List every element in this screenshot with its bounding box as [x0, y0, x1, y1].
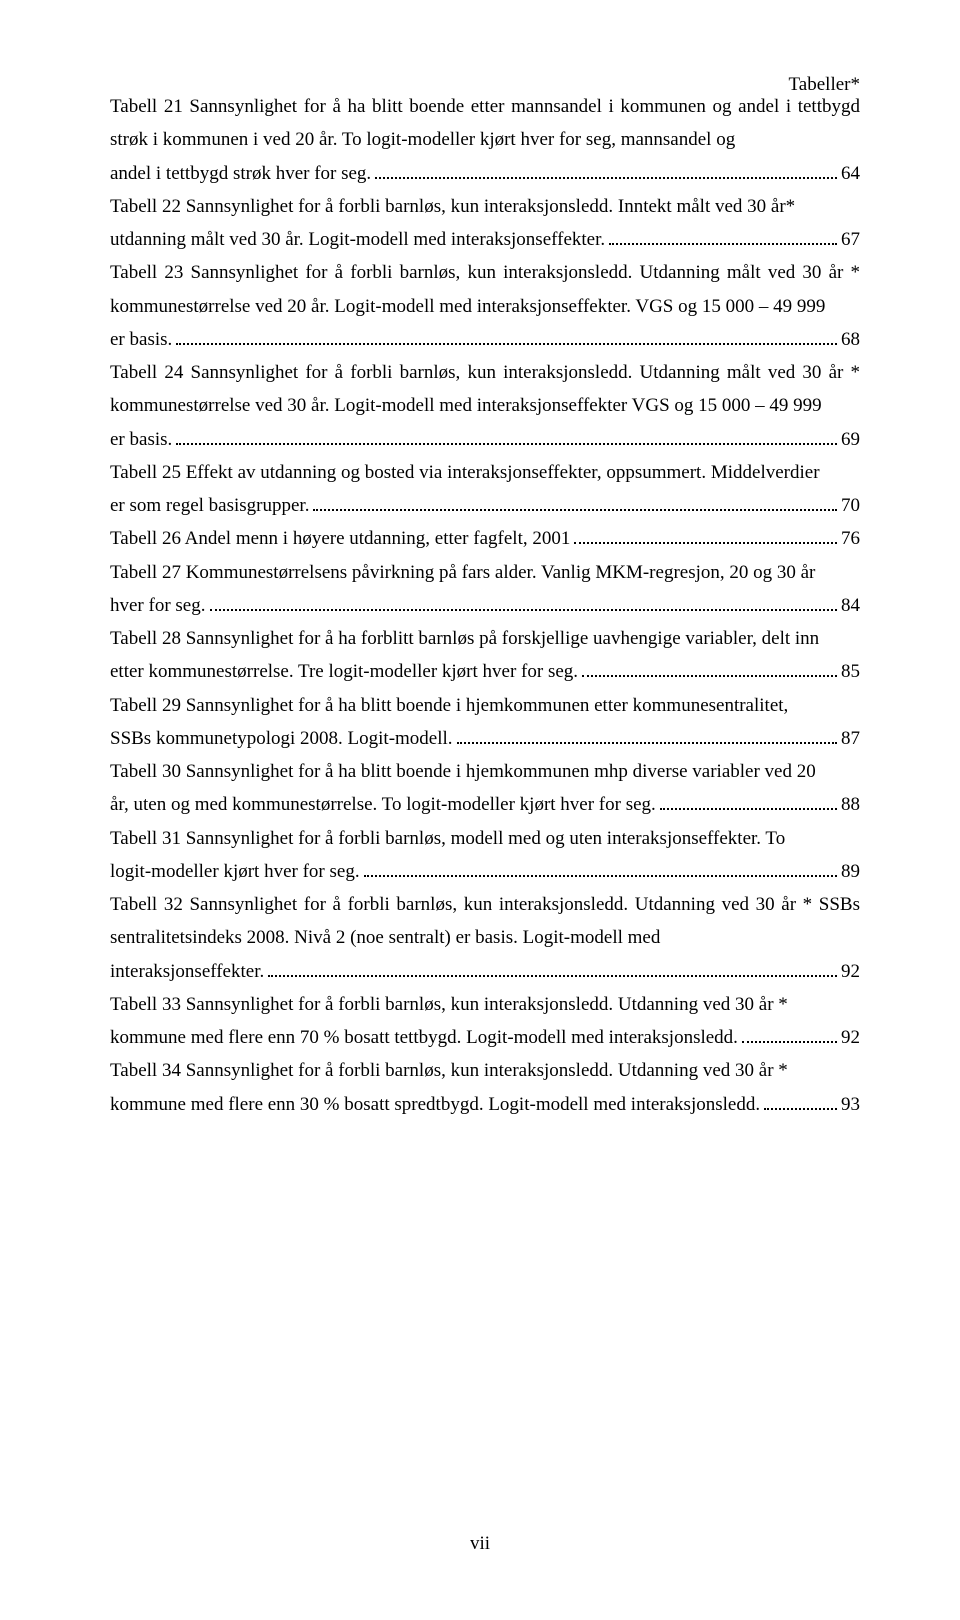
toc-entry-text: Tabell 27 Kommunestørrelsens påvirkning …	[110, 556, 860, 589]
toc-entry: Tabell 34 Sannsynlighet for å forbli bar…	[110, 1054, 860, 1121]
toc-entry-tail: interaksjonseffekter.	[110, 955, 264, 988]
toc-entry-tail: Tabell 26 Andel menn i høyere utdanning,…	[110, 522, 570, 555]
toc-leader-dots	[375, 161, 837, 178]
toc-entry-page: 85	[841, 655, 860, 688]
toc-entry-text: Tabell 28 Sannsynlighet for å ha forblit…	[110, 622, 860, 655]
toc-entry: Tabell 29 Sannsynlighet for å ha blitt b…	[110, 689, 860, 756]
toc-entry-text: Tabell 32 Sannsynlighet for å forbli bar…	[110, 888, 860, 955]
toc-entry-page: 68	[841, 323, 860, 356]
toc-entry: Tabell 28 Sannsynlighet for å ha forblit…	[110, 622, 860, 689]
toc-entry-lastline: utdanning målt ved 30 år. Logit-modell m…	[110, 223, 860, 256]
toc-leader-dots	[364, 860, 837, 877]
toc-entry-page: 64	[841, 157, 860, 190]
toc-leader-dots	[574, 527, 837, 544]
toc-entry-page: 93	[841, 1088, 860, 1121]
toc-entry-lastline: kommune med flere enn 30 % bosatt spredt…	[110, 1088, 860, 1121]
toc-entry-text: Tabell 30 Sannsynlighet for å ha blitt b…	[110, 755, 860, 788]
toc-entry: Tabell 30 Sannsynlighet for å ha blitt b…	[110, 755, 860, 822]
page: Tabeller* Tabell 21 Sannsynlighet for å …	[0, 0, 960, 1620]
toc-entry-text: Tabell 23 Sannsynlighet for å forbli bar…	[110, 256, 860, 323]
toc-entry-tail: SSBs kommunetypologi 2008. Logit-modell.	[110, 722, 453, 755]
toc-entry-text: Tabell 33 Sannsynlighet for å forbli bar…	[110, 988, 860, 1021]
toc-entry: Tabell 32 Sannsynlighet for å forbli bar…	[110, 888, 860, 988]
toc-entry-lastline: hver for seg. 84	[110, 589, 860, 622]
toc-entry-tail: hver for seg.	[110, 589, 206, 622]
toc-entry-tail: etter kommunestørrelse. Tre logit-modell…	[110, 655, 578, 688]
toc-entry-page: 89	[841, 855, 860, 888]
toc-entry-tail: er basis.	[110, 423, 172, 456]
toc-entry: Tabell 33 Sannsynlighet for å forbli bar…	[110, 988, 860, 1055]
toc-entry-text: Tabell 21 Sannsynlighet for å ha blitt b…	[110, 90, 860, 157]
toc-leader-dots	[313, 494, 837, 511]
toc-entry: Tabell 22 Sannsynlighet for å forbli bar…	[110, 190, 860, 257]
toc-entry-text: Tabell 29 Sannsynlighet for å ha blitt b…	[110, 689, 860, 722]
toc-entry-page: 69	[841, 423, 860, 456]
toc-entry-text: Tabell 22 Sannsynlighet for å forbli bar…	[110, 190, 860, 223]
toc-entry-lastline: kommune med flere enn 70 % bosatt tettby…	[110, 1021, 860, 1054]
toc-entry-lastline: er basis. 68	[110, 323, 860, 356]
toc-entry: Tabell 21 Sannsynlighet for å ha blitt b…	[110, 90, 860, 190]
table-of-contents: Tabell 21 Sannsynlighet for å ha blitt b…	[110, 90, 860, 1121]
toc-entry-page: 88	[841, 788, 860, 821]
toc-entry-page: 70	[841, 489, 860, 522]
toc-entry-text: Tabell 25 Effekt av utdanning og bosted …	[110, 456, 860, 489]
toc-leader-dots	[582, 660, 837, 677]
toc-entry-lastline: Tabell 26 Andel menn i høyere utdanning,…	[110, 522, 860, 555]
toc-entry-tail: kommune med flere enn 30 % bosatt spredt…	[110, 1088, 760, 1121]
page-number: vii	[0, 1527, 960, 1560]
toc-entry-tail: er som regel basisgrupper.	[110, 489, 309, 522]
toc-entry-text: Tabell 24 Sannsynlighet for å forbli bar…	[110, 356, 860, 423]
toc-entry: Tabell 27 Kommunestørrelsens påvirkning …	[110, 556, 860, 623]
toc-entry-tail: år, uten og med kommunestørrelse. To log…	[110, 788, 656, 821]
header-right: Tabeller*	[789, 68, 860, 101]
toc-entry-page: 76	[841, 522, 860, 555]
toc-entry-lastline: år, uten og med kommunestørrelse. To log…	[110, 788, 860, 821]
toc-entry: Tabell 24 Sannsynlighet for å forbli bar…	[110, 356, 860, 456]
toc-entry: Tabell 31 Sannsynlighet for å forbli bar…	[110, 822, 860, 889]
toc-entry-page: 84	[841, 589, 860, 622]
toc-entry-lastline: logit-modeller kjørt hver for seg. 89	[110, 855, 860, 888]
toc-leader-dots	[457, 727, 837, 744]
toc-entry: Tabell 26 Andel menn i høyere utdanning,…	[110, 522, 860, 555]
toc-entry-lastline: etter kommunestørrelse. Tre logit-modell…	[110, 655, 860, 688]
toc-entry: Tabell 25 Effekt av utdanning og bosted …	[110, 456, 860, 523]
toc-entry-tail: utdanning målt ved 30 år. Logit-modell m…	[110, 223, 605, 256]
toc-entry-page: 92	[841, 1021, 860, 1054]
toc-entry-lastline: interaksjonseffekter. 92	[110, 955, 860, 988]
toc-leader-dots	[742, 1026, 837, 1043]
toc-entry: Tabell 23 Sannsynlighet for å forbli bar…	[110, 256, 860, 356]
toc-entry-text: Tabell 34 Sannsynlighet for å forbli bar…	[110, 1054, 860, 1087]
toc-entry-text: Tabell 31 Sannsynlighet for å forbli bar…	[110, 822, 860, 855]
toc-leader-dots	[660, 793, 837, 810]
toc-entry-lastline: andel i tettbygd strøk hver for seg. 64	[110, 157, 860, 190]
toc-entry-tail: er basis.	[110, 323, 172, 356]
toc-entry-page: 87	[841, 722, 860, 755]
toc-entry-lastline: er basis. 69	[110, 423, 860, 456]
toc-leader-dots	[176, 427, 837, 444]
toc-leader-dots	[609, 228, 837, 245]
toc-entry-lastline: er som regel basisgrupper. 70	[110, 489, 860, 522]
toc-leader-dots	[268, 959, 837, 976]
toc-leader-dots	[176, 328, 837, 345]
toc-leader-dots	[764, 1092, 837, 1109]
toc-entry-lastline: SSBs kommunetypologi 2008. Logit-modell.…	[110, 722, 860, 755]
toc-entry-tail: logit-modeller kjørt hver for seg.	[110, 855, 360, 888]
toc-entry-page: 67	[841, 223, 860, 256]
toc-leader-dots	[210, 594, 838, 611]
toc-entry-tail: andel i tettbygd strøk hver for seg.	[110, 157, 371, 190]
toc-entry-tail: kommune med flere enn 70 % bosatt tettby…	[110, 1021, 738, 1054]
toc-entry-page: 92	[841, 955, 860, 988]
